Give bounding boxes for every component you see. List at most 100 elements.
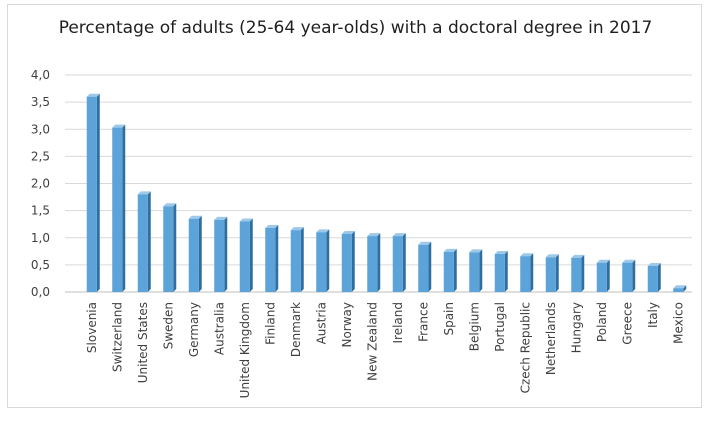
bar bbox=[647, 262, 661, 292]
bar-top bbox=[290, 227, 304, 231]
bar-front bbox=[163, 206, 174, 292]
bar-side bbox=[453, 248, 457, 292]
y-tick-label: 1,5 bbox=[31, 204, 50, 218]
x-tick-label: Sweden bbox=[161, 302, 175, 349]
bar-front bbox=[392, 236, 403, 292]
bar-top bbox=[367, 233, 381, 237]
x-tick-label: United States bbox=[136, 302, 150, 383]
x-tick-label: Denmark bbox=[289, 302, 303, 357]
bar bbox=[316, 229, 330, 292]
bar-front bbox=[545, 257, 556, 292]
bar-front bbox=[520, 256, 531, 292]
bar bbox=[494, 251, 508, 292]
bar-front bbox=[418, 244, 429, 292]
bar-top bbox=[316, 229, 330, 233]
bar-side bbox=[504, 251, 508, 292]
bar-side bbox=[683, 285, 687, 292]
bar-side bbox=[657, 262, 661, 292]
x-tick-label: Italy bbox=[646, 302, 660, 328]
y-tick-label: 0,5 bbox=[31, 258, 50, 272]
bar-front bbox=[265, 227, 276, 292]
bar bbox=[596, 259, 610, 292]
bar-side bbox=[224, 216, 228, 292]
bar-side bbox=[249, 218, 253, 292]
x-tick-label: Slovenia bbox=[85, 302, 99, 353]
bar bbox=[443, 248, 457, 292]
bar-side bbox=[300, 227, 304, 292]
bar bbox=[137, 191, 151, 292]
bar-front bbox=[316, 232, 327, 292]
bar-side bbox=[198, 215, 202, 292]
bar-front bbox=[647, 265, 658, 292]
bar-side bbox=[479, 249, 483, 292]
y-tick-label: 2,5 bbox=[31, 149, 50, 163]
bar bbox=[265, 224, 279, 292]
bar bbox=[571, 254, 585, 292]
x-tick-label: Greece bbox=[620, 302, 634, 345]
bar-front bbox=[622, 262, 633, 292]
bar-side bbox=[326, 229, 330, 292]
bar-top bbox=[214, 216, 228, 220]
bar-front bbox=[214, 219, 225, 292]
bar-top bbox=[137, 191, 151, 195]
y-tick-label: 2,0 bbox=[31, 177, 50, 191]
bar-front bbox=[469, 252, 480, 292]
bar bbox=[392, 233, 406, 292]
bar bbox=[86, 93, 100, 292]
x-tick-label: New Zealand bbox=[365, 302, 379, 381]
bar-front bbox=[673, 288, 684, 292]
bar-front bbox=[443, 251, 454, 292]
bar bbox=[673, 285, 687, 292]
bar-side bbox=[275, 224, 279, 292]
bar-front bbox=[86, 96, 97, 292]
x-tick-label: Ireland bbox=[391, 302, 405, 344]
bar-side bbox=[581, 254, 585, 292]
y-tick-label: 3,5 bbox=[31, 95, 50, 109]
bar bbox=[112, 124, 126, 292]
x-tick-label: Poland bbox=[595, 302, 609, 342]
bar-top bbox=[596, 259, 610, 263]
bar-top bbox=[494, 251, 508, 255]
bar bbox=[163, 203, 177, 292]
x-tick-label: Germany bbox=[187, 302, 201, 357]
bar-side bbox=[428, 241, 432, 292]
x-tick-label: Portugal bbox=[493, 302, 507, 352]
bar bbox=[214, 216, 228, 292]
bar-front bbox=[494, 254, 505, 292]
x-tick-label: Netherlands bbox=[544, 302, 558, 375]
x-tick-label: Switzerland bbox=[110, 302, 124, 372]
bars bbox=[86, 93, 687, 292]
bar-side bbox=[555, 254, 559, 292]
bar-front bbox=[596, 262, 607, 292]
bar bbox=[520, 253, 534, 292]
x-tick-label: France bbox=[416, 302, 430, 342]
bar-top bbox=[392, 233, 406, 237]
bar-top bbox=[188, 215, 202, 219]
bar bbox=[545, 254, 559, 292]
bar bbox=[188, 215, 202, 292]
x-tick-label: Hungary bbox=[569, 302, 583, 353]
bar-side bbox=[632, 259, 636, 292]
bar-front bbox=[367, 236, 378, 292]
bar-top bbox=[341, 230, 355, 234]
bar-side bbox=[402, 233, 406, 292]
bar-top bbox=[86, 93, 100, 97]
bar bbox=[469, 249, 483, 292]
bar-front bbox=[571, 257, 582, 292]
bar-side bbox=[173, 203, 177, 292]
bar bbox=[367, 233, 381, 292]
x-tick-label: Belgium bbox=[467, 302, 481, 351]
bar-side bbox=[351, 230, 355, 292]
bar-top bbox=[673, 285, 687, 289]
bar-top bbox=[622, 259, 636, 263]
bar-side bbox=[147, 191, 151, 292]
bar-side bbox=[122, 124, 126, 292]
y-tick-labels: 0,0 0,5 1,0 1,5 2,0 2,5 3,0 3,5 4,0 bbox=[31, 68, 50, 299]
bar-front bbox=[112, 127, 123, 292]
bar-top bbox=[443, 248, 457, 252]
y-tick-label: 3,0 bbox=[31, 122, 50, 136]
bar-side bbox=[530, 253, 534, 292]
bar-top bbox=[265, 224, 279, 228]
bar bbox=[418, 241, 432, 292]
